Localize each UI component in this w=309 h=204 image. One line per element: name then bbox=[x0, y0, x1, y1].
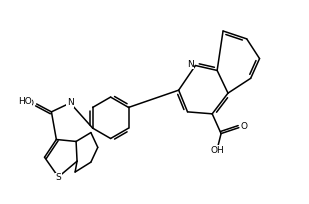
Text: HO: HO bbox=[18, 98, 32, 106]
Text: OH: OH bbox=[210, 146, 224, 155]
Text: N: N bbox=[67, 99, 74, 108]
Text: N: N bbox=[187, 60, 193, 69]
Text: O: O bbox=[241, 122, 248, 131]
Text: O: O bbox=[27, 100, 34, 109]
Text: S: S bbox=[55, 173, 61, 182]
